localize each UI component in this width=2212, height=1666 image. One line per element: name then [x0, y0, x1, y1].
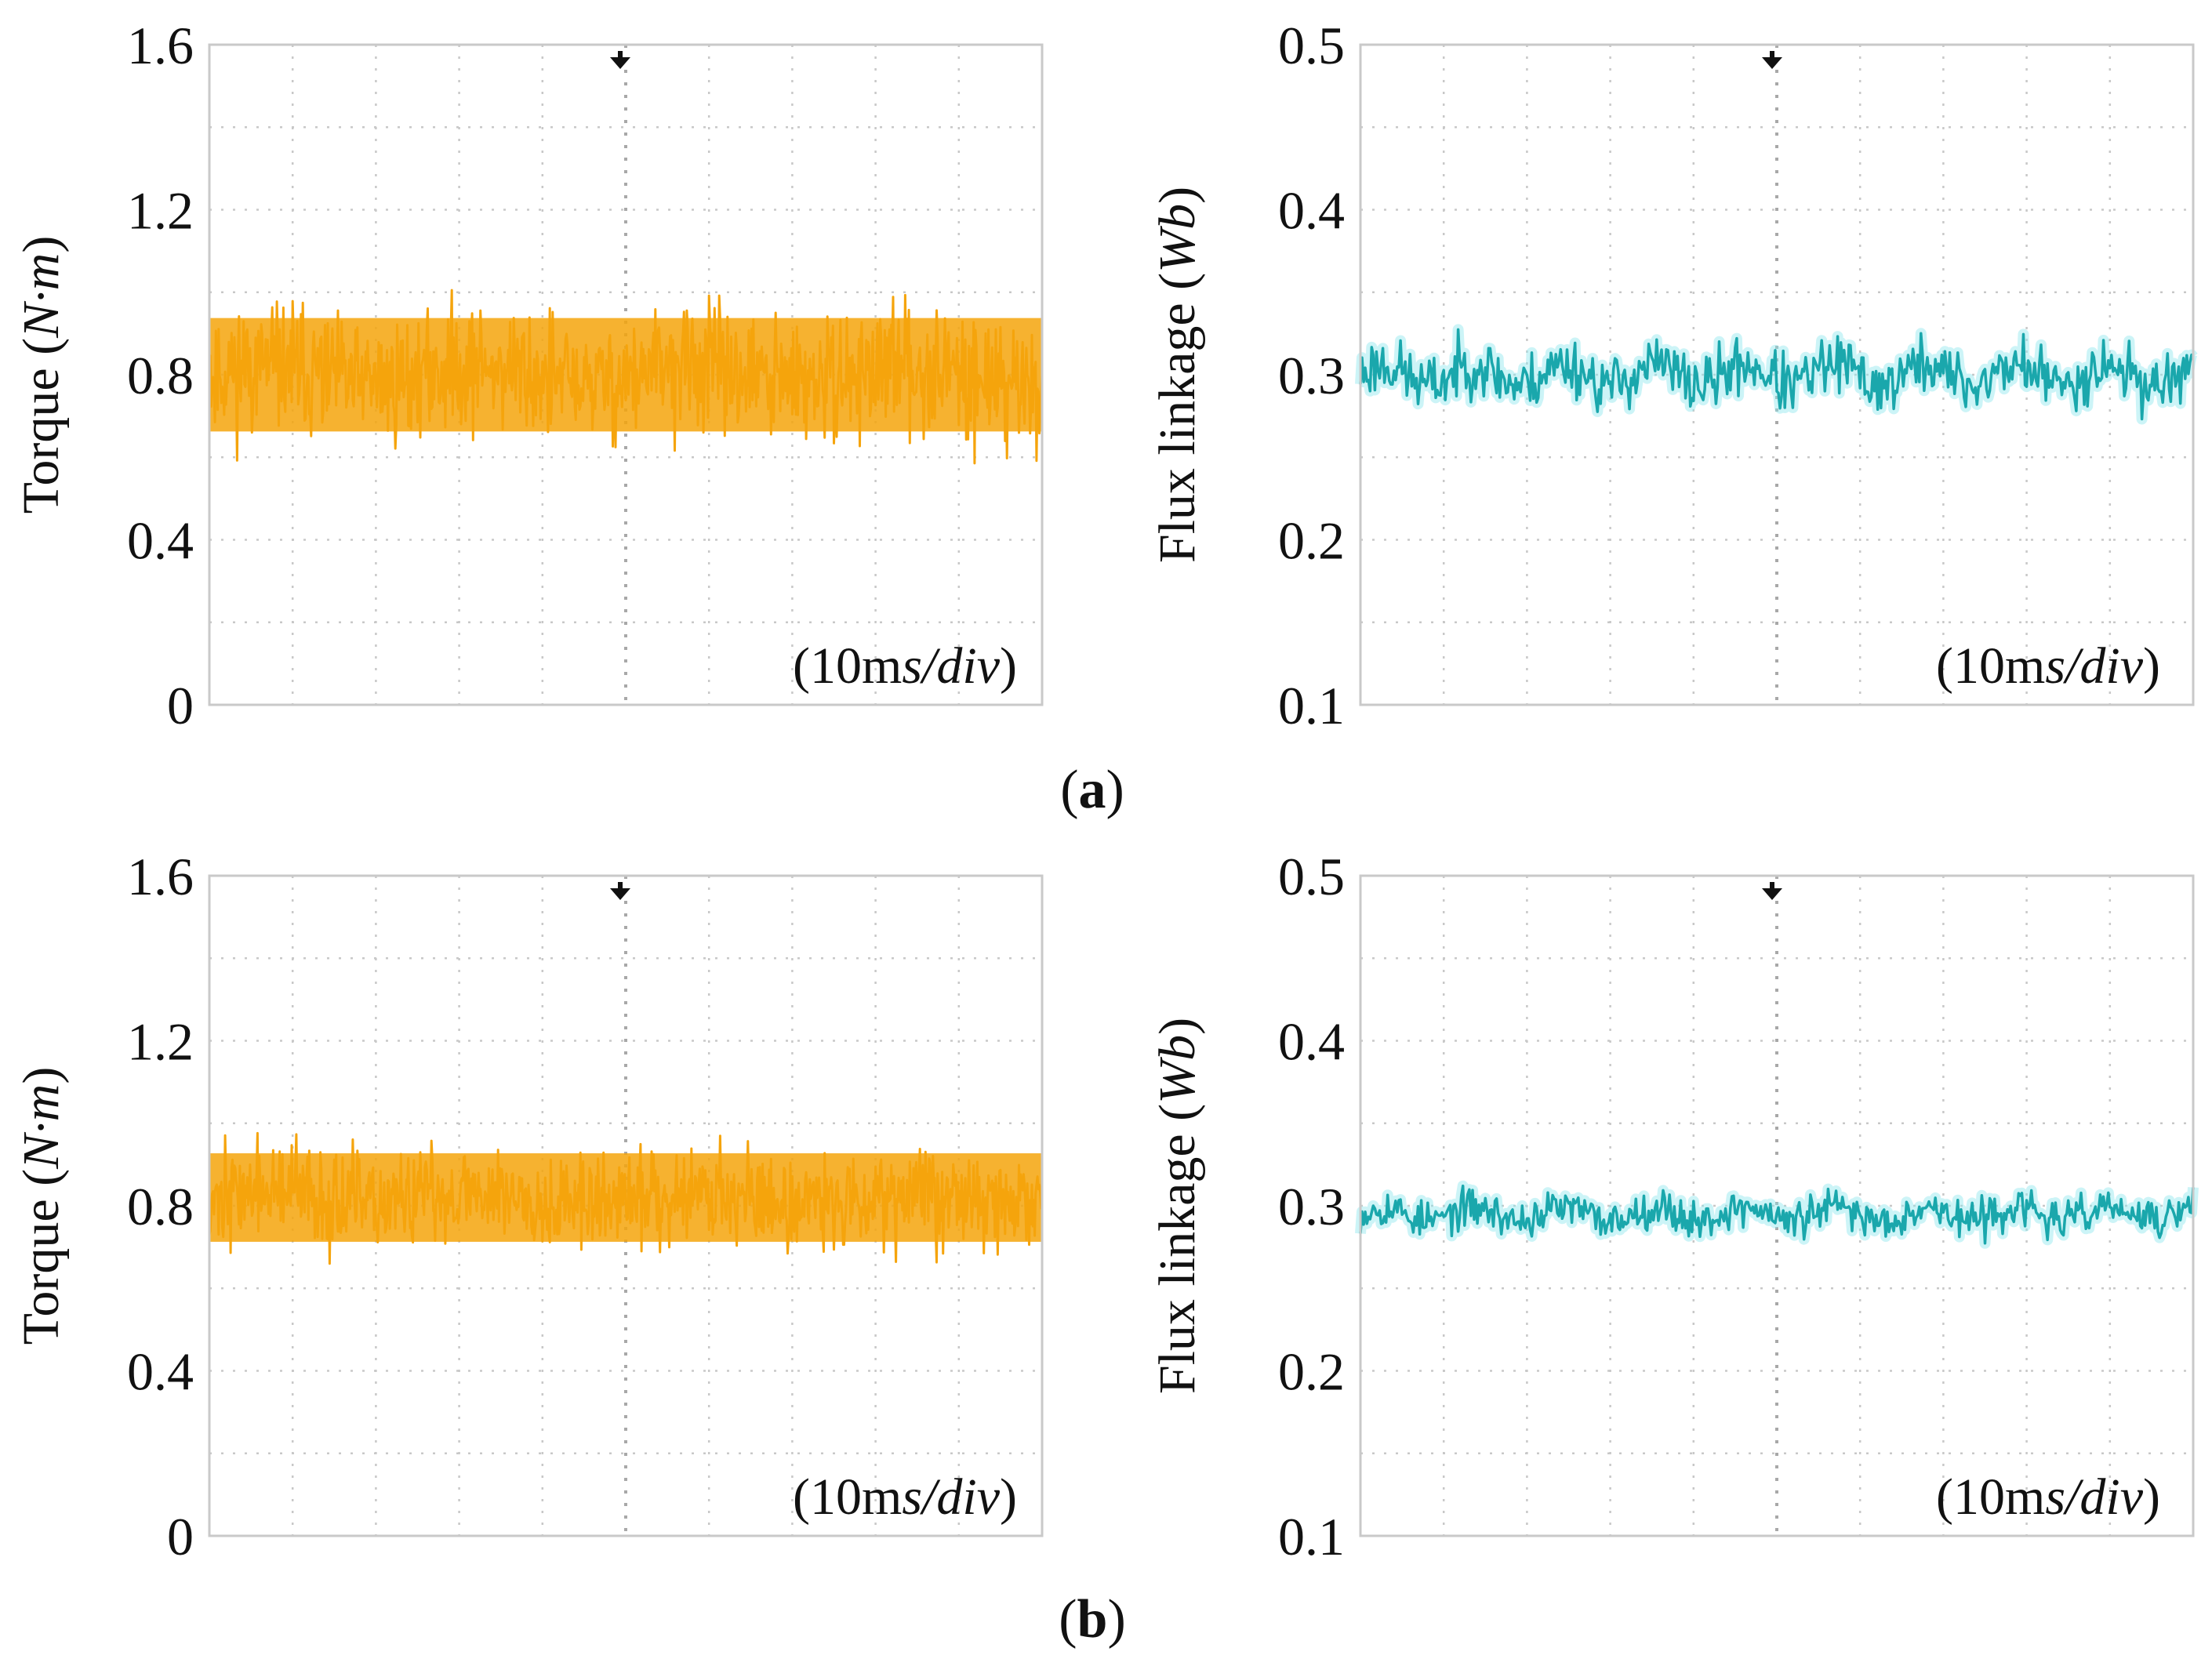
panel-a-torque: 0 0.4 0.8 1.2 1.6 Torque (N·m) (10ms/div) [13, 16, 1044, 735]
y-tick-label: 0.3 [1278, 346, 1345, 405]
yticks-b-flux: 0.1 0.2 0.3 0.4 0.5 [1278, 847, 1345, 1566]
y-tick-label: 0.1 [1278, 676, 1345, 735]
y-axis-title-b-flux: Flux linkage (Wb) [1149, 1018, 1206, 1394]
y-tick-label: 0.2 [1278, 511, 1345, 571]
trace-a-flux [1355, 324, 2198, 425]
y-tick-label: 1.2 [127, 1012, 194, 1072]
torque-series-line [208, 289, 1044, 465]
y-tick-label: 0.5 [1278, 847, 1345, 906]
y-tick-label: 0.3 [1278, 1177, 1345, 1236]
row-b: 0 0.4 0.8 1.2 1.6 Torque (N·m) (10ms/div) 0.… [13, 847, 2199, 1650]
flux-series-line [1359, 1184, 2195, 1245]
torque-series-line [208, 1131, 1044, 1265]
time-division-note-a-torque: (10ms/div) [793, 637, 1017, 695]
y-tick-label: 0.4 [1278, 181, 1345, 241]
trigger-marker-a-torque [610, 51, 630, 69]
y-tick-label: 0.4 [127, 511, 194, 571]
trigger-marker-b-torque [610, 882, 630, 900]
y-tick-label: 0.4 [127, 1342, 194, 1402]
y-tick-label: 1.2 [127, 181, 194, 241]
yticks-a-flux: 0.1 0.2 0.3 0.4 0.5 [1278, 16, 1345, 735]
time-division-note-a-flux: (10ms/div) [1936, 637, 2160, 695]
plot-frame-a-torque [208, 43, 1044, 706]
panel-b-flux: 0.1 0.2 0.3 0.4 0.5 Flux linkage (Wb) (10ms/… [1149, 847, 2199, 1566]
trigger-marker-b-flux [1762, 882, 1782, 900]
y-tick-label: 0.1 [1278, 1507, 1345, 1566]
yticks-a-torque: 0 0.4 0.8 1.2 1.6 [127, 16, 194, 735]
plot-frame-b-torque [208, 874, 1044, 1537]
flux-series-line [1359, 328, 2195, 421]
y-tick-label: 1.6 [127, 847, 194, 906]
y-tick-label: 0.2 [1278, 1342, 1345, 1402]
y-tick-label: 0.8 [127, 1177, 194, 1236]
subfigure-label-b: (b) [1059, 1589, 1126, 1650]
panel-b-torque: 0 0.4 0.8 1.2 1.6 Torque (N·m) (10ms/div) [13, 847, 1044, 1566]
time-division-note-b-torque: (10ms/div) [793, 1468, 1017, 1526]
trigger-marker-a-flux [1762, 51, 1782, 69]
y-axis-title-a-flux: Flux linkage (Wb) [1149, 187, 1206, 563]
plot-frame-a-flux [1359, 43, 2195, 706]
y-tick-label: 0 [167, 1507, 194, 1566]
y-tick-label: 0.8 [127, 346, 194, 405]
y-tick-label: 0.5 [1278, 16, 1345, 75]
y-tick-label: 0.4 [1278, 1012, 1345, 1072]
plot-frame-b-flux [1359, 874, 2195, 1537]
y-axis-title-b-torque: Torque (N·m) [13, 1067, 70, 1345]
yticks-b-torque: 0 0.4 0.8 1.2 1.6 [127, 847, 194, 1566]
panel-a-flux: 0.1 0.2 0.3 0.4 0.5 Flux linkage (Wb) (10ms/… [1149, 16, 2198, 735]
row-a: 0 0.4 0.8 1.2 1.6 Torque (N·m) (10ms/div) 0.… [13, 16, 2198, 820]
subfigure-label-a: (a) [1060, 760, 1124, 820]
y-tick-label: 0 [167, 676, 194, 735]
y-tick-label: 1.6 [127, 16, 194, 75]
trace-a-torque [208, 289, 1044, 465]
trace-b-torque [208, 1131, 1044, 1265]
trace-b-flux [1355, 1180, 2199, 1249]
y-axis-title-a-torque: Torque (N·m) [13, 236, 70, 514]
time-division-note-b-flux: (10ms/div) [1936, 1468, 2160, 1526]
